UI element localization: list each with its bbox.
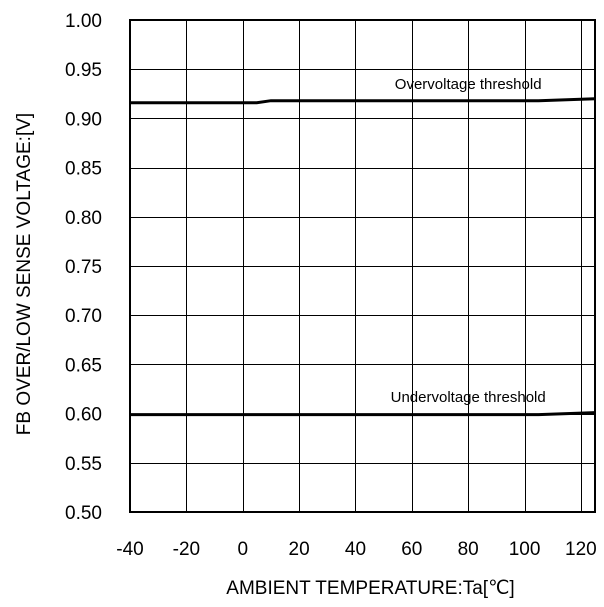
y-tick-label: 0.65	[65, 355, 102, 376]
series-annotation: Overvoltage threshold	[395, 76, 542, 93]
y-tick-label: 0.80	[65, 208, 102, 229]
y-tick-label: 0.75	[65, 257, 102, 278]
x-tick-label: 120	[565, 539, 597, 560]
x-tick-label: 20	[289, 539, 310, 560]
y-tick-label: 0.50	[65, 503, 102, 524]
y-tick-labels: 0.50 0.55 0.60 0.65 0.70 0.75 0.80 0.85 0.90 0.95…	[65, 11, 102, 524]
x-tick-label: -40	[116, 539, 143, 560]
annotations: Overvoltage threshold Undervoltage thresh…	[391, 76, 546, 406]
y-tick-label: 1.00	[65, 11, 102, 32]
y-tick-label: 0.70	[65, 306, 102, 327]
x-tick-label: 100	[509, 539, 541, 560]
series-layer	[130, 97, 596, 417]
overvoltage-line	[130, 97, 596, 105]
y-tick-label: 0.95	[65, 60, 102, 81]
x-tick-label: 80	[458, 539, 479, 560]
y-tick-label: 0.90	[65, 109, 102, 130]
y-tick-label: 0.60	[65, 405, 102, 426]
y-tick-label: 0.85	[65, 159, 102, 180]
y-tick-label: 0.55	[65, 454, 102, 475]
undervoltage-line	[130, 411, 596, 417]
plot-frame	[129, 19, 596, 513]
x-tick-label: 60	[401, 539, 422, 560]
x-tick-label: 0	[237, 539, 248, 560]
x-tick-labels: -40 -20 0 20 40 60 80 100 120	[116, 539, 596, 560]
grid	[130, 20, 595, 513]
y-axis-title: FB OVER/LOW SENSE VOLTAGE:[V]	[14, 113, 35, 435]
x-tick-label: -20	[173, 539, 200, 560]
series-annotation: Undervoltage threshold	[391, 389, 546, 406]
x-tick-label: 40	[345, 539, 366, 560]
x-axis-title: AMBIENT TEMPERATURE:Ta[℃]	[226, 578, 514, 599]
